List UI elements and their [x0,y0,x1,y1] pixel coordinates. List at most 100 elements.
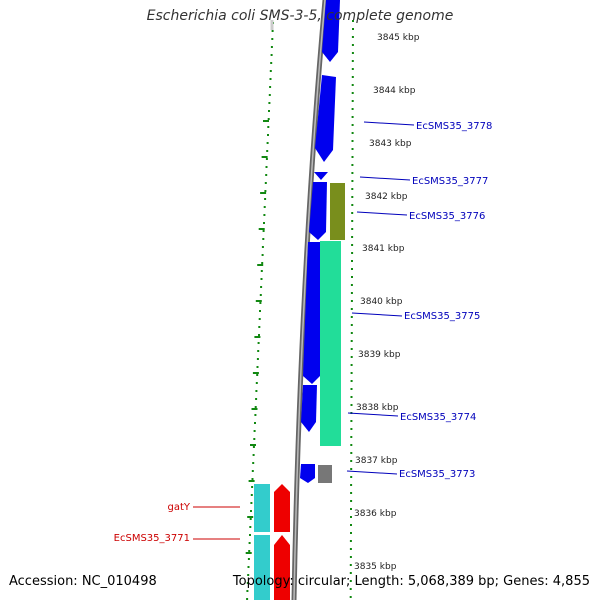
accession-label: Accession: NC_010498 [9,574,157,589]
gc-dot-inner [252,446,255,448]
kbp-tick-labels: 3845 kbp 3844 kbp 3843 kbp 3842 kbp 3841 kbp… [354,33,420,572]
gc-dot-outer [350,292,353,294]
gc-dot-outer [351,172,354,174]
gc-dot-outer [351,180,354,182]
gc-dot-inner [254,422,256,424]
gc-dot-inner [256,374,259,376]
gc-dot-inner [262,230,265,232]
gc-dot-inner [270,62,273,64]
gene-leader-line [351,312,403,317]
cds-forward [314,172,328,180]
gc-dash [261,156,268,158]
gc-dot-inner [268,110,270,112]
kbp-tick-label: 3835 kbp [354,562,397,572]
gc-dot-outer [350,436,353,438]
gc-dot-outer [349,596,352,598]
gc-dot-inner [265,174,268,176]
gc-dot-outer [350,460,353,462]
gc-dot-outer [350,316,353,318]
gc-dot-inner [260,286,263,288]
gc-dot-inner [250,494,253,496]
gc-dot-inner [270,54,273,56]
gc-dot-inner [258,334,260,336]
gc-dot-outer [350,372,353,374]
gene-label: EcSMS35_3774 [400,412,476,423]
gc-dot-outer [350,492,353,494]
gene-label: EcSMS35_3771 [114,533,190,544]
gc-dot-outer [350,532,352,534]
gc-dot-outer [351,44,354,46]
gc-dash [260,192,267,194]
gc-dot-inner [253,438,256,440]
cds-forward [315,75,336,162]
gc-dot-inner [255,390,258,392]
kbp-tick-label: 3844 kbp [373,86,416,96]
gc-dot-outer [351,164,354,166]
gc-dot-inner [262,238,265,240]
gc-dot-inner [256,366,259,368]
gene-label: EcSMS35_3778 [416,121,492,132]
cds-reverse [274,535,290,600]
gc-dot-inner [252,454,255,456]
gc-dot-outer [351,140,354,142]
gc-dot-inner [251,486,254,488]
gc-dot-outer [350,524,352,526]
cds-forward [322,0,340,62]
kbp-tick-label: 3842 kbp [365,192,408,202]
gc-dot-inner [268,102,271,104]
gc-dot-inner [246,582,249,584]
gc-dash [258,228,265,230]
gc-dot-outer [351,212,354,214]
gc-dot-outer [351,228,354,230]
gc-dot-outer [351,68,354,70]
gc-dot-outer [350,484,353,486]
gc-dot-outer [351,260,353,262]
gc-dot-outer [351,268,353,270]
gc-dot-inner [263,214,266,216]
gc-dot-outer [352,20,354,22]
gc-dot-inner [253,430,256,432]
gene-label: gatY [167,502,190,513]
gc-dash [251,408,258,410]
gc-dot-inner [269,70,272,72]
kbp-tick-label: 3837 kbp [355,456,398,466]
gc-dot-outer [349,580,352,582]
gc-dot-outer [352,28,354,30]
gc-dot-outer [351,236,354,238]
gc-dot-inner [261,254,264,256]
backbone-highlight [293,0,326,601]
gc-dot-inner [260,270,263,272]
gc-dot-inner [265,158,268,160]
gc-dot-outer [350,380,353,382]
feature-gray [318,465,332,483]
gc-dot-inner [258,318,261,320]
kbp-tick-label: 3840 kbp [360,297,403,307]
gc-dot-inner [246,598,249,600]
gc-dot-outer [351,84,354,86]
gc-dot-outer [350,396,353,398]
gc-dash [247,516,254,518]
gc-dot-outer [351,124,354,126]
gc-dot-inner [250,510,252,512]
gc-dot-inner [254,406,257,408]
gc-dot-inner [266,150,269,152]
gc-dot-inner [251,470,254,472]
kbp-tick-label: 3845 kbp [377,33,420,43]
gc-dash [255,300,262,302]
gc-dot-outer [351,52,354,54]
genome-title: Escherichia coli SMS-3-5, complete genom… [146,8,454,24]
gc-dash [257,264,264,266]
gc-dot-outer [350,452,353,454]
gc-dot-inner [255,398,258,400]
gc-dot-inner [247,566,250,568]
gc-dot-inner [265,166,268,168]
cds-forward [303,242,324,384]
gc-dot-outer [350,300,353,302]
gc-dot-inner [249,518,252,520]
gc-dot-outer [351,188,354,190]
kbp-tick-label: 3841 kbp [362,244,405,254]
gc-dash [245,552,252,554]
gc-dot-outer [350,420,353,422]
gc-dot-inner [254,414,257,416]
